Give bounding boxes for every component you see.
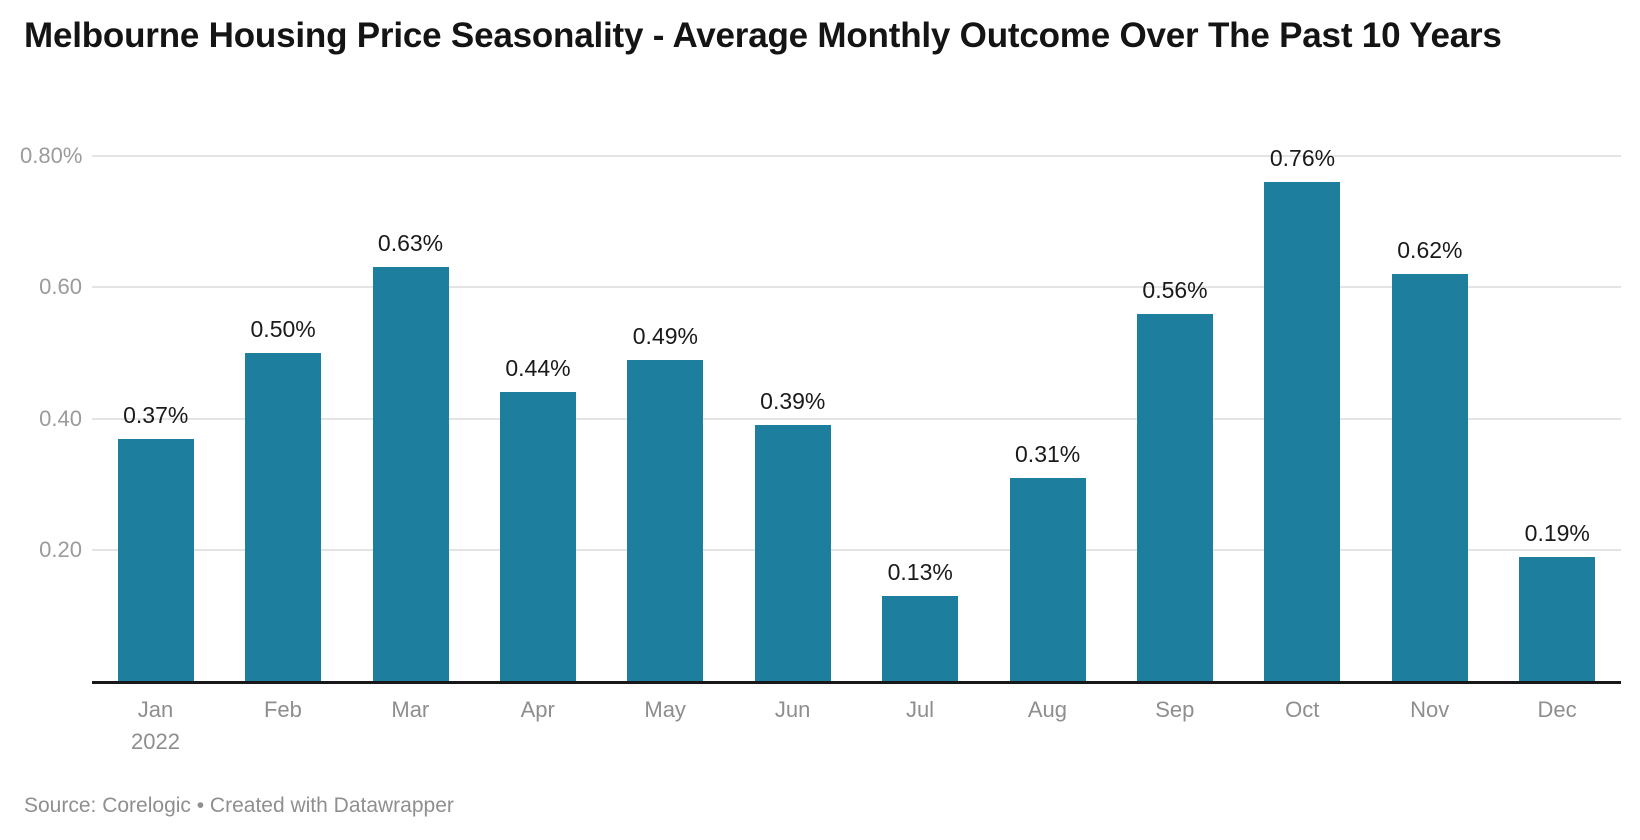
- y-axis-tick-label: 0.80%: [20, 142, 83, 168]
- y-gridline: [92, 549, 1621, 552]
- x-axis-year-label: 2022: [131, 729, 180, 754]
- bar-jun: [754, 425, 831, 682]
- bar-apr: [499, 392, 576, 682]
- bar-aug: [1009, 478, 1086, 682]
- bar-jan: [117, 438, 194, 682]
- x-axis-tick-label: Nov: [1410, 697, 1450, 722]
- x-axis-tick-label: Apr: [520, 697, 555, 722]
- bar-dec: [1519, 556, 1596, 682]
- y-gridline: [92, 286, 1621, 289]
- y-axis-tick-label: 0.60: [39, 274, 82, 300]
- bar-value-label: 0.76%: [1269, 144, 1336, 171]
- x-axis-tick-label: Feb: [263, 697, 302, 722]
- chart-title: Melbourne Housing Price Seasonality - Av…: [24, 16, 1502, 55]
- y-gridline: [92, 417, 1621, 420]
- y-axis-tick-label: 0.20: [39, 537, 82, 563]
- bar-sep: [1137, 313, 1214, 682]
- bar-mar: [372, 267, 449, 682]
- x-axis-tick-label: May: [644, 697, 686, 722]
- y-gridline: [92, 154, 1621, 157]
- x-axis-tick-label: Mar: [391, 697, 430, 722]
- x-axis-tick-label: Aug: [1027, 697, 1067, 722]
- bar-value-label: 0.50%: [250, 316, 316, 342]
- bar-value-label: 0.49%: [632, 322, 698, 349]
- bar-may: [627, 359, 704, 682]
- bar-value-label: 0.13%: [887, 559, 953, 586]
- source-note: Source: Corelogic • Created with Datawra…: [24, 794, 454, 817]
- bar-feb: [245, 353, 322, 682]
- bar-value-label: 0.56%: [1142, 276, 1208, 303]
- x-axis-tick-label: Sep: [1155, 697, 1195, 722]
- bar-value-label: 0.31%: [1015, 441, 1081, 468]
- x-axis-baseline: [92, 681, 1621, 684]
- bar-value-label: 0.19%: [1524, 519, 1590, 546]
- y-axis-tick-label: 0.40: [39, 405, 82, 431]
- bar-value-label: 0.39%: [760, 388, 826, 415]
- x-axis-tick-label: Jun: [774, 697, 811, 722]
- x-axis-tick-label: Jul: [905, 697, 935, 722]
- bar-value-label: 0.62%: [1397, 237, 1463, 264]
- x-axis-tick-label: Jan 2022: [92, 697, 219, 755]
- bar-oct: [1264, 181, 1341, 682]
- bar-value-label: 0.37%: [123, 401, 189, 428]
- x-axis-tick-label: Dec: [1537, 697, 1577, 722]
- bar-value-label: 0.63%: [377, 230, 444, 257]
- bar-value-label: 0.44%: [505, 355, 571, 382]
- bar-nov: [1391, 274, 1468, 682]
- bar-jul: [882, 596, 959, 682]
- x-axis-tick-label: Oct: [1285, 697, 1320, 722]
